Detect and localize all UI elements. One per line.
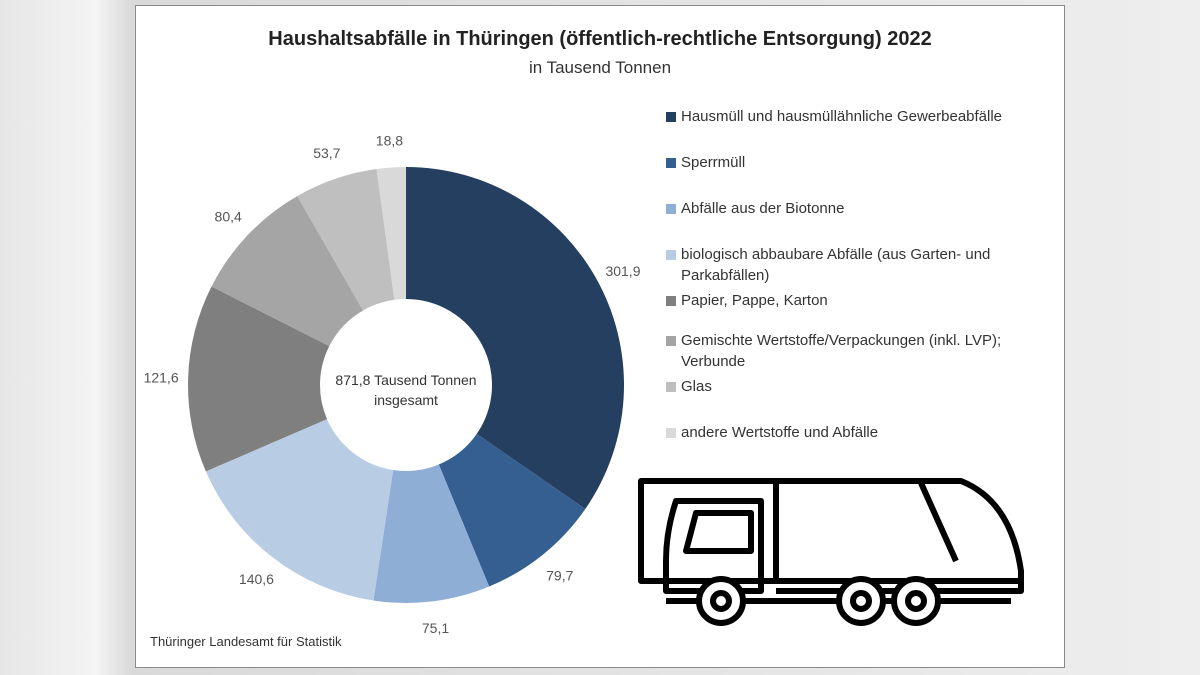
legend-item: andere Wertstoffe und Abfälle [666, 422, 878, 443]
legend-label: Glas [681, 378, 712, 395]
legend-swatch [666, 158, 676, 168]
data-label: 140,6 [239, 571, 274, 587]
legend-item: Hausmüll und hausmüllähnliche Gewerbeabf… [666, 106, 1002, 127]
legend-swatch [666, 336, 676, 346]
chart-card: Haushaltsabfälle in Thüringen (öffentlic… [135, 5, 1065, 668]
donut-slice [376, 167, 406, 300]
legend-label: andere Wertstoffe und Abfälle [681, 424, 879, 441]
data-label: 18,8 [376, 133, 403, 149]
center-label: 871,8 Tausend Tonnen [335, 372, 476, 388]
data-label: 75,1 [422, 620, 449, 636]
legend-swatch [666, 250, 676, 260]
donut-slice [406, 167, 624, 509]
legend-swatch [666, 296, 676, 306]
center-label: insgesamt [374, 392, 438, 408]
donut-slice [188, 286, 330, 472]
data-label: 79,7 [546, 568, 573, 584]
legend-item: Glas [666, 376, 712, 397]
legend-label: biologisch abbaubare Abfälle (aus Garten… [681, 246, 991, 284]
legend-swatch [666, 382, 676, 392]
legend-label: Gemischte Wertstoffe/Verpackungen (inkl.… [681, 332, 1002, 370]
donut-chart: 301,9 79,7 75,1 140,6 121,6 80,4 53,7 18,8 871,8… [144, 133, 641, 637]
legend-item: Gemischte Wertstoffe/Verpackungen (inkl.… [666, 330, 1056, 372]
donut-slice [205, 419, 394, 601]
data-label: 80,4 [215, 208, 242, 224]
legend-swatch [666, 112, 676, 122]
legend-label: Papier, Pappe, Karton [681, 292, 828, 309]
donut-slice [211, 196, 364, 347]
legend-swatch [666, 204, 676, 214]
legend-label: Abfälle aus der Biotonne [681, 200, 845, 217]
source-note: Thüringer Landesamt für Statistik [150, 634, 342, 649]
donut-slice [438, 433, 586, 587]
legend-item: Sperrmüll [666, 152, 745, 173]
legend-label: Sperrmüll [681, 154, 746, 171]
legend-label: Hausmüll und hausmüllähnliche Gewerbeabf… [681, 108, 1003, 125]
legend-swatch [666, 428, 676, 438]
data-label: 301,9 [605, 263, 640, 279]
chart-title: Haushaltsabfälle in Thüringen (öffentlic… [268, 28, 932, 50]
legend-item: biologisch abbaubare Abfälle (aus Garten… [666, 244, 1056, 286]
data-label: 121,6 [144, 369, 179, 385]
legend-item: Papier, Pappe, Karton [666, 290, 828, 311]
donut-slice [373, 464, 490, 603]
chart-subtitle: in Tausend Tonnen [528, 58, 672, 77]
data-label: 53,7 [313, 145, 340, 161]
donut-slice [297, 168, 395, 311]
legend-item: Abfälle aus der Biotonne [666, 198, 844, 219]
